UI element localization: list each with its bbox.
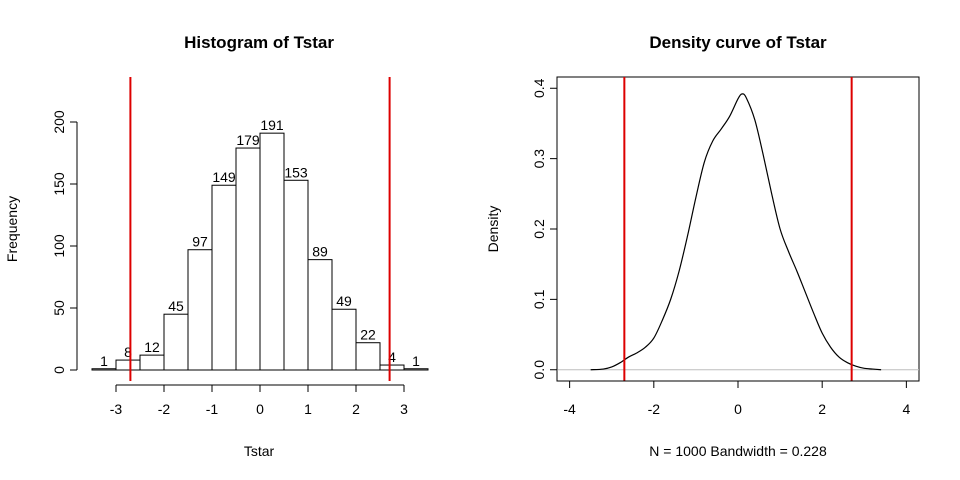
histogram-x-tick-label: 2	[352, 401, 360, 417]
histogram-bar-2	[115, 359, 141, 371]
density-x-tick-label: 4	[902, 401, 910, 417]
histogram-x-tick-label: 0	[256, 401, 264, 417]
histogram-bar-5	[187, 249, 213, 371]
density-xlabel: N = 1000 Bandwidth = 0.228	[649, 443, 827, 459]
histogram-y-axis: 0 50 100 150 200	[51, 110, 78, 374]
histogram-y-tick-label: 200	[51, 110, 67, 134]
histogram-bar-14	[403, 368, 429, 371]
histogram-x-tick-label: -2	[158, 401, 171, 417]
histogram-count-label-5: 97	[192, 234, 208, 250]
histogram-bar-6	[211, 184, 237, 371]
histogram-bar-4	[163, 313, 189, 371]
histogram-count-label-2: 8	[124, 344, 132, 360]
histogram-y-tick-label: 150	[51, 172, 67, 196]
histogram-bar-9	[283, 179, 309, 371]
histogram-xlabel: Tstar	[244, 443, 275, 459]
histogram-count-label-9: 153	[284, 164, 308, 180]
histogram-x-tick-label: -3	[110, 401, 123, 417]
histogram-x-tick-label: 3	[400, 401, 408, 417]
density-y-tick-label: 0.3	[531, 149, 547, 169]
histogram-y-tick-label: 50	[51, 300, 67, 316]
histogram-count-label-1: 1	[100, 353, 108, 369]
density-x-tick-label: -2	[648, 401, 661, 417]
density-x-axis: -4 -2 0 2 4	[563, 380, 910, 417]
density-x-tick-label: 0	[734, 401, 742, 417]
density-curve-line	[590, 93, 882, 371]
density-panel: Density curve of Tstar N = 1000 Bandwidt…	[485, 33, 920, 459]
histogram-bar-12	[355, 342, 381, 371]
density-critical-lines	[623, 77, 853, 381]
density-y-axis: 0.0 0.1 0.2 0.3 0.4	[531, 78, 558, 380]
density-x-tick-label: 2	[818, 401, 826, 417]
histogram-count-label-7: 179	[236, 132, 260, 148]
histogram-count-label-11: 49	[336, 293, 352, 309]
histogram-count-label-14: 1	[412, 353, 420, 369]
density-y-tick-label: 0.0	[531, 360, 547, 380]
histogram-bar-3	[139, 354, 165, 371]
histogram-critical-lines	[129, 77, 391, 381]
histogram-bar-11	[331, 308, 357, 371]
histogram-x-axis: -3 -2 -1 0 1 2 3	[110, 384, 408, 417]
histogram-bars	[91, 132, 429, 371]
density-plot-frame	[556, 76, 920, 382]
density-title: Density curve of Tstar	[649, 33, 827, 52]
histogram-count-label-8: 191	[260, 117, 284, 133]
histogram-panel: Histogram of Tstar Tstar Frequency 18 124…	[4, 33, 429, 459]
histogram-x-tick-label: 1	[304, 401, 312, 417]
density-x-tick-label: -4	[563, 401, 576, 417]
histogram-title: Histogram of Tstar	[184, 33, 334, 52]
histogram-y-tick-label: 100	[51, 234, 67, 258]
histogram-bar-8	[259, 132, 285, 371]
histogram-count-label-13: 4	[388, 349, 396, 365]
density-y-tick-label: 0.2	[531, 219, 547, 239]
histogram-bar-7	[235, 147, 261, 371]
histogram-count-label-3: 12	[144, 339, 160, 355]
density-ylabel: Density	[485, 206, 501, 253]
histogram-count-label-12: 22	[360, 327, 376, 343]
density-y-tick-label: 0.1	[531, 289, 547, 309]
histogram-ylabel: Frequency	[4, 196, 20, 262]
histogram-y-tick-label: 0	[51, 366, 67, 374]
histogram-bar-10	[307, 259, 333, 371]
histogram-x-tick-label: -1	[206, 401, 219, 417]
histogram-bar-13	[379, 364, 405, 371]
histogram-count-label-6: 149	[212, 169, 236, 185]
histogram-count-label-10: 89	[312, 244, 328, 260]
histogram-count-label-4: 45	[168, 298, 184, 314]
density-curve	[590, 93, 882, 371]
histogram-bar-1	[91, 368, 117, 371]
density-y-tick-label: 0.4	[531, 78, 547, 98]
